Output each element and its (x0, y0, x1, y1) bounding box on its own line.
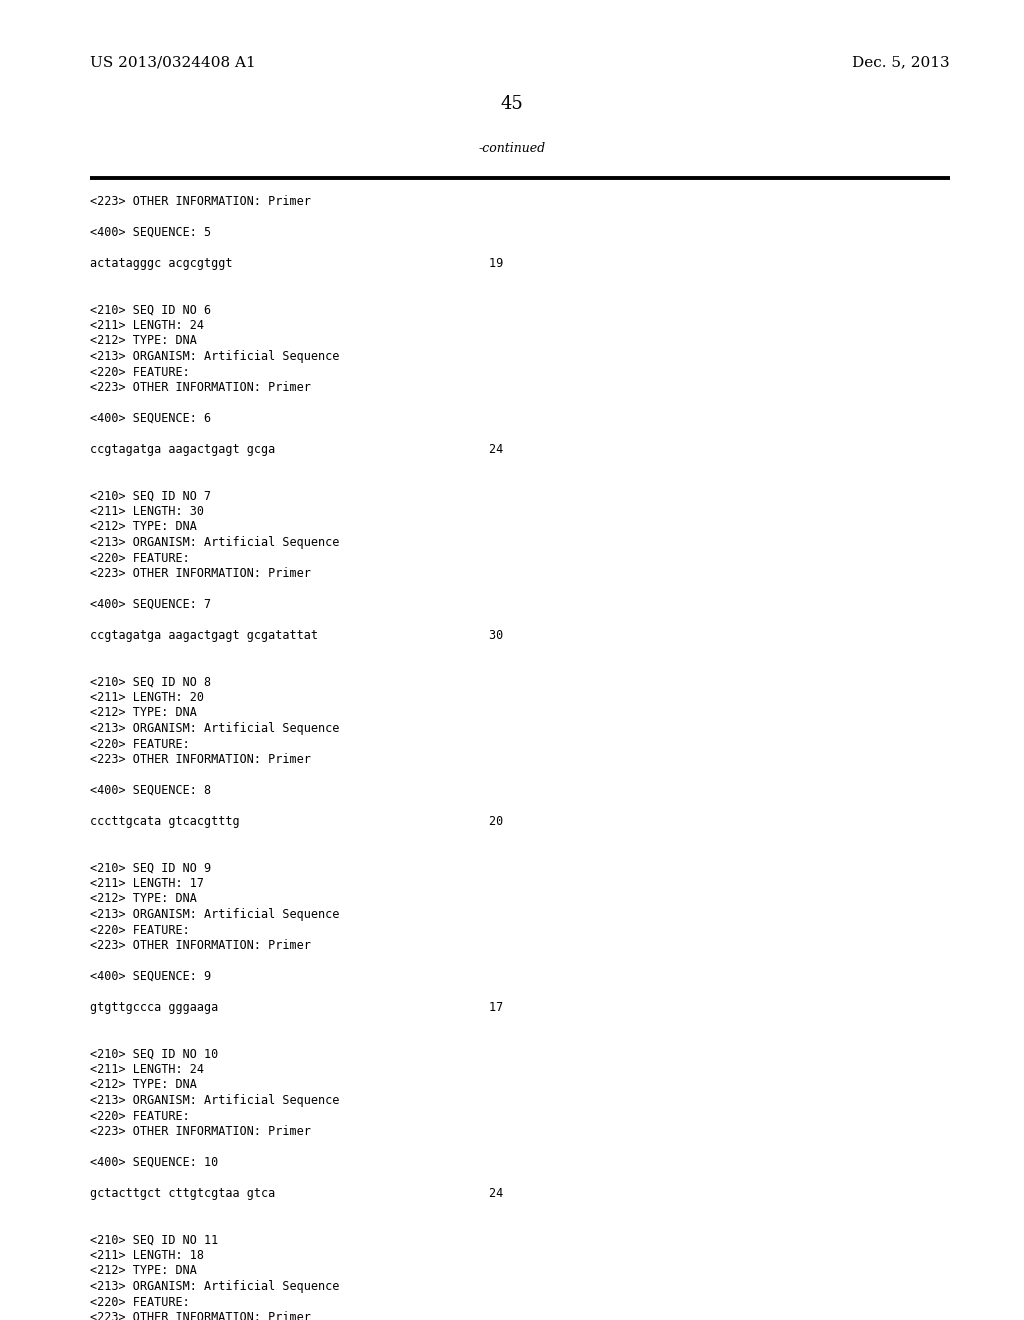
Text: <211> LENGTH: 18: <211> LENGTH: 18 (90, 1249, 204, 1262)
Text: 45: 45 (501, 95, 523, 114)
Text: <213> ORGANISM: Artificial Sequence: <213> ORGANISM: Artificial Sequence (90, 1094, 339, 1107)
Text: <213> ORGANISM: Artificial Sequence: <213> ORGANISM: Artificial Sequence (90, 1280, 339, 1294)
Text: <220> FEATURE:: <220> FEATURE: (90, 738, 189, 751)
Text: <220> FEATURE:: <220> FEATURE: (90, 1110, 189, 1122)
Text: <212> TYPE: DNA: <212> TYPE: DNA (90, 1078, 197, 1092)
Text: Dec. 5, 2013: Dec. 5, 2013 (852, 55, 950, 69)
Text: <210> SEQ ID NO 9: <210> SEQ ID NO 9 (90, 862, 211, 874)
Text: <400> SEQUENCE: 8: <400> SEQUENCE: 8 (90, 784, 211, 797)
Text: <220> FEATURE:: <220> FEATURE: (90, 924, 189, 936)
Text: <210> SEQ ID NO 10: <210> SEQ ID NO 10 (90, 1048, 218, 1060)
Text: ccgtagatga aagactgagt gcgatattat                        30: ccgtagatga aagactgagt gcgatattat 30 (90, 630, 503, 642)
Text: ccgtagatga aagactgagt gcga                              24: ccgtagatga aagactgagt gcga 24 (90, 444, 503, 455)
Text: <400> SEQUENCE: 10: <400> SEQUENCE: 10 (90, 1156, 218, 1170)
Text: gtgttgccca gggaaga                                      17: gtgttgccca gggaaga 17 (90, 1001, 503, 1014)
Text: <213> ORGANISM: Artificial Sequence: <213> ORGANISM: Artificial Sequence (90, 350, 339, 363)
Text: <210> SEQ ID NO 8: <210> SEQ ID NO 8 (90, 676, 211, 689)
Text: <210> SEQ ID NO 6: <210> SEQ ID NO 6 (90, 304, 211, 317)
Text: <212> TYPE: DNA: <212> TYPE: DNA (90, 892, 197, 906)
Text: <223> OTHER INFORMATION: Primer: <223> OTHER INFORMATION: Primer (90, 381, 311, 393)
Text: <210> SEQ ID NO 11: <210> SEQ ID NO 11 (90, 1233, 218, 1246)
Text: <223> OTHER INFORMATION: Primer: <223> OTHER INFORMATION: Primer (90, 1311, 311, 1320)
Text: <220> FEATURE:: <220> FEATURE: (90, 1295, 189, 1308)
Text: <400> SEQUENCE: 5: <400> SEQUENCE: 5 (90, 226, 211, 239)
Text: <212> TYPE: DNA: <212> TYPE: DNA (90, 1265, 197, 1278)
Text: <223> OTHER INFORMATION: Primer: <223> OTHER INFORMATION: Primer (90, 752, 311, 766)
Text: -continued: -continued (478, 143, 546, 154)
Text: <211> LENGTH: 20: <211> LENGTH: 20 (90, 690, 204, 704)
Text: US 2013/0324408 A1: US 2013/0324408 A1 (90, 55, 256, 69)
Text: <213> ORGANISM: Artificial Sequence: <213> ORGANISM: Artificial Sequence (90, 908, 339, 921)
Text: <211> LENGTH: 24: <211> LENGTH: 24 (90, 319, 204, 333)
Text: <210> SEQ ID NO 7: <210> SEQ ID NO 7 (90, 490, 211, 503)
Text: <213> ORGANISM: Artificial Sequence: <213> ORGANISM: Artificial Sequence (90, 536, 339, 549)
Text: <223> OTHER INFORMATION: Primer: <223> OTHER INFORMATION: Primer (90, 195, 311, 209)
Text: <400> SEQUENCE: 7: <400> SEQUENCE: 7 (90, 598, 211, 611)
Text: <212> TYPE: DNA: <212> TYPE: DNA (90, 334, 197, 347)
Text: <220> FEATURE:: <220> FEATURE: (90, 552, 189, 565)
Text: <211> LENGTH: 17: <211> LENGTH: 17 (90, 876, 204, 890)
Text: <223> OTHER INFORMATION: Primer: <223> OTHER INFORMATION: Primer (90, 939, 311, 952)
Text: <223> OTHER INFORMATION: Primer: <223> OTHER INFORMATION: Primer (90, 1125, 311, 1138)
Text: <211> LENGTH: 30: <211> LENGTH: 30 (90, 506, 204, 517)
Text: cccttgcata gtcacgtttg                                   20: cccttgcata gtcacgtttg 20 (90, 814, 503, 828)
Text: <220> FEATURE:: <220> FEATURE: (90, 366, 189, 379)
Text: <212> TYPE: DNA: <212> TYPE: DNA (90, 706, 197, 719)
Text: <211> LENGTH: 24: <211> LENGTH: 24 (90, 1063, 204, 1076)
Text: <400> SEQUENCE: 9: <400> SEQUENCE: 9 (90, 970, 211, 983)
Text: <212> TYPE: DNA: <212> TYPE: DNA (90, 520, 197, 533)
Text: <223> OTHER INFORMATION: Primer: <223> OTHER INFORMATION: Primer (90, 568, 311, 579)
Text: <400> SEQUENCE: 6: <400> SEQUENCE: 6 (90, 412, 211, 425)
Text: actatagggc acgcgtggt                                    19: actatagggc acgcgtggt 19 (90, 257, 503, 271)
Text: gctacttgct cttgtcgtaa gtca                              24: gctacttgct cttgtcgtaa gtca 24 (90, 1187, 503, 1200)
Text: <213> ORGANISM: Artificial Sequence: <213> ORGANISM: Artificial Sequence (90, 722, 339, 735)
